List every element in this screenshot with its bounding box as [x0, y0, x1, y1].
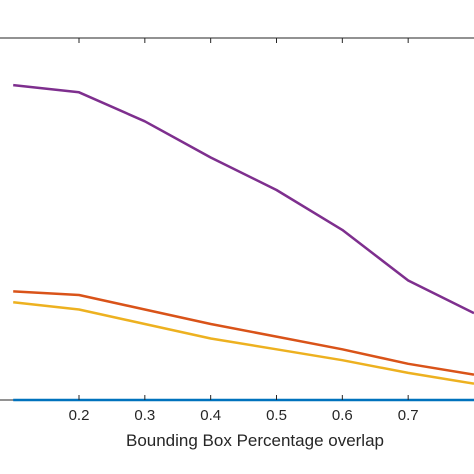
series-line-2	[13, 290, 474, 376]
series-line-1	[13, 83, 474, 315]
x-tick-label: 0.4	[200, 407, 221, 424]
x-tick-label: 0.3	[134, 407, 155, 424]
series-line-3	[13, 301, 474, 385]
series-layer	[13, 83, 474, 402]
x-ticks: 0.2 0.3 0.4 0.5 0.6 0.7	[69, 38, 419, 424]
x-tick-label: 0.6	[332, 407, 353, 424]
x-tick-label: 0.2	[69, 407, 90, 424]
x-tick-label: 0.5	[266, 407, 287, 424]
x-tick-label: 0.7	[398, 407, 419, 424]
x-axis-label: Bounding Box Percentage overlap	[126, 431, 384, 450]
